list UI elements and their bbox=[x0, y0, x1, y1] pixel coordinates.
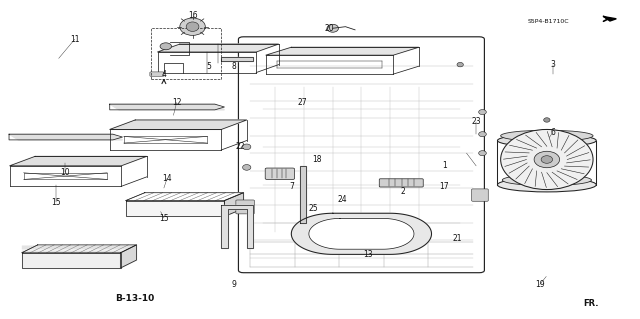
Text: 12: 12 bbox=[172, 98, 181, 107]
FancyBboxPatch shape bbox=[236, 200, 254, 214]
Ellipse shape bbox=[327, 24, 339, 32]
Ellipse shape bbox=[541, 156, 552, 163]
Text: 1: 1 bbox=[442, 161, 447, 170]
Text: B-13-10: B-13-10 bbox=[116, 293, 155, 302]
Text: 13: 13 bbox=[363, 250, 372, 259]
Bar bbox=[151, 28, 221, 79]
Polygon shape bbox=[10, 156, 147, 166]
Ellipse shape bbox=[479, 151, 486, 156]
FancyBboxPatch shape bbox=[472, 189, 488, 201]
Polygon shape bbox=[22, 253, 120, 268]
Ellipse shape bbox=[457, 63, 463, 67]
Text: 25: 25 bbox=[309, 204, 319, 213]
Polygon shape bbox=[109, 120, 246, 130]
Polygon shape bbox=[266, 47, 419, 55]
Text: 21: 21 bbox=[452, 234, 461, 243]
Text: 16: 16 bbox=[188, 11, 197, 20]
Ellipse shape bbox=[534, 151, 559, 168]
Text: 2: 2 bbox=[401, 187, 405, 196]
Text: 8: 8 bbox=[232, 62, 236, 71]
FancyBboxPatch shape bbox=[150, 72, 164, 76]
Ellipse shape bbox=[243, 165, 251, 170]
Polygon shape bbox=[221, 205, 253, 248]
Polygon shape bbox=[300, 166, 306, 223]
Text: S5P4-B1710C: S5P4-B1710C bbox=[527, 19, 569, 25]
FancyBboxPatch shape bbox=[380, 179, 423, 187]
Polygon shape bbox=[604, 17, 616, 21]
Text: 7: 7 bbox=[289, 182, 294, 191]
Ellipse shape bbox=[543, 118, 550, 122]
Ellipse shape bbox=[502, 174, 591, 186]
Polygon shape bbox=[157, 44, 278, 52]
Polygon shape bbox=[9, 134, 122, 140]
Polygon shape bbox=[125, 193, 244, 201]
Text: 4: 4 bbox=[161, 70, 166, 78]
Ellipse shape bbox=[186, 22, 199, 32]
Text: 15: 15 bbox=[51, 198, 60, 207]
Ellipse shape bbox=[497, 134, 596, 147]
Ellipse shape bbox=[243, 144, 251, 150]
Text: 9: 9 bbox=[232, 280, 236, 289]
Ellipse shape bbox=[479, 109, 486, 115]
Polygon shape bbox=[225, 193, 244, 216]
Text: 24: 24 bbox=[337, 195, 347, 204]
Text: 11: 11 bbox=[70, 35, 79, 44]
Text: 3: 3 bbox=[550, 60, 555, 69]
Text: 18: 18 bbox=[312, 155, 321, 164]
Text: FR.: FR. bbox=[583, 299, 598, 308]
Text: 5: 5 bbox=[206, 62, 211, 71]
Ellipse shape bbox=[500, 130, 593, 141]
Polygon shape bbox=[309, 219, 414, 249]
FancyBboxPatch shape bbox=[239, 37, 484, 273]
Ellipse shape bbox=[160, 43, 172, 50]
Text: 22: 22 bbox=[236, 142, 245, 151]
Text: 15: 15 bbox=[159, 213, 169, 222]
Text: 23: 23 bbox=[471, 117, 481, 126]
Text: 6: 6 bbox=[550, 128, 555, 137]
Ellipse shape bbox=[479, 132, 486, 137]
FancyBboxPatch shape bbox=[265, 168, 294, 179]
Text: 27: 27 bbox=[298, 98, 307, 107]
Text: 20: 20 bbox=[324, 24, 334, 33]
Polygon shape bbox=[109, 104, 225, 110]
Text: 19: 19 bbox=[535, 280, 545, 289]
Text: 10: 10 bbox=[60, 168, 70, 177]
Ellipse shape bbox=[180, 18, 205, 35]
Polygon shape bbox=[120, 245, 136, 268]
Ellipse shape bbox=[500, 130, 593, 189]
Polygon shape bbox=[291, 213, 431, 254]
Text: 17: 17 bbox=[440, 182, 449, 191]
Polygon shape bbox=[221, 57, 253, 62]
Polygon shape bbox=[125, 201, 225, 216]
Ellipse shape bbox=[497, 178, 596, 192]
Polygon shape bbox=[22, 245, 136, 253]
Text: 14: 14 bbox=[163, 174, 172, 183]
